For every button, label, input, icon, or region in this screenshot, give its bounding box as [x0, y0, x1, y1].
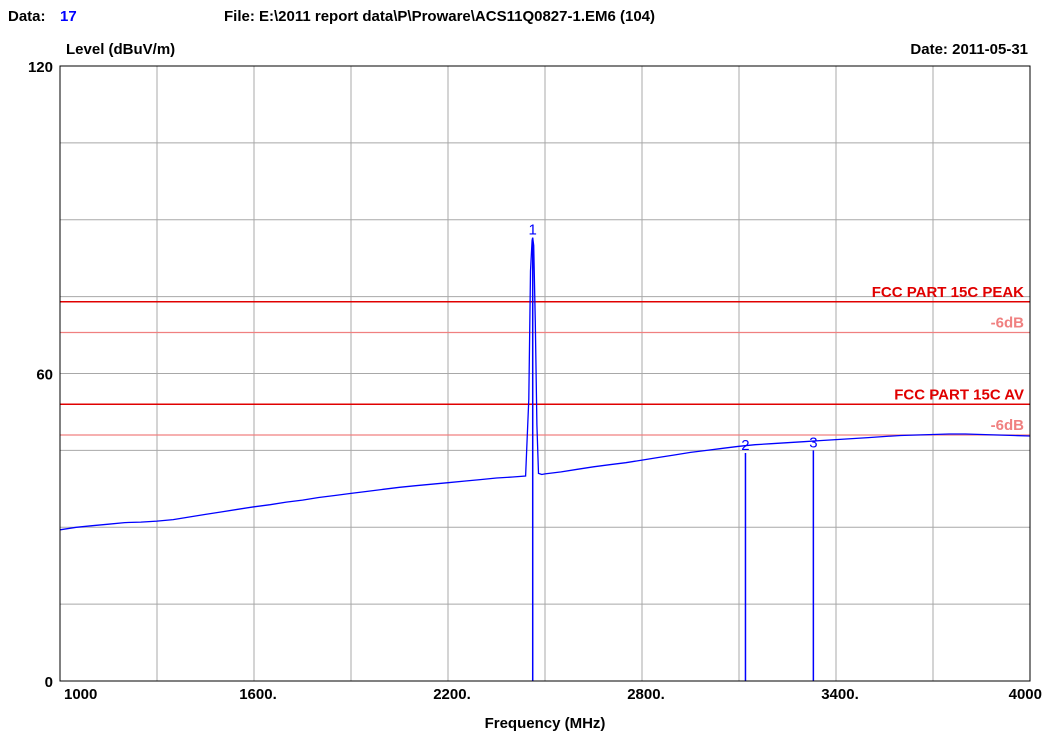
limit-label: FCC PART 15C AV — [894, 386, 1024, 403]
x-axis-label: Frequency (MHz) — [485, 715, 606, 732]
trace-layer — [59, 237, 1031, 531]
x-tick-label: 2200. — [433, 686, 471, 703]
data-value: 17 — [60, 8, 77, 25]
file-path: File: E:\2011 report data\P\Proware\ACS1… — [224, 8, 655, 25]
y-tick-label: 60 — [36, 367, 53, 384]
limit-label: FCC PART 15C PEAK — [872, 284, 1024, 301]
x-tick-label: 4000 — [1009, 686, 1042, 703]
x-tick-label: 3400. — [821, 686, 859, 703]
x-tick-label: 1600. — [239, 686, 277, 703]
grid — [60, 66, 1030, 681]
trace-line — [59, 237, 1031, 531]
marker-label: 1 — [529, 222, 537, 239]
y-tick-label: 0 — [45, 674, 53, 691]
limit-lines: FCC PART 15C PEAK -6dB FCC PART 15C AV -6dB — [60, 284, 1030, 436]
date-label: Date: 2011-05-31 — [910, 41, 1028, 58]
data-label: Data: — [8, 8, 46, 25]
axis-ticks: 1000 1600. 2200. 2800. 3400. 4000 0 60 120 — [28, 59, 1042, 703]
markers: 1 2 3 — [529, 222, 818, 681]
y-axis-label: Level (dBuV/m) — [66, 41, 175, 58]
x-tick-label: 2800. — [627, 686, 665, 703]
marker-label: 3 — [809, 434, 817, 451]
limit-label: -6dB — [991, 315, 1025, 332]
x-tick-label: 1000 — [64, 686, 97, 703]
marker-label: 2 — [741, 437, 749, 454]
limit-label: -6dB — [991, 417, 1025, 434]
plot-frame — [59, 65, 1031, 682]
y-tick-label: 120 — [28, 59, 53, 76]
